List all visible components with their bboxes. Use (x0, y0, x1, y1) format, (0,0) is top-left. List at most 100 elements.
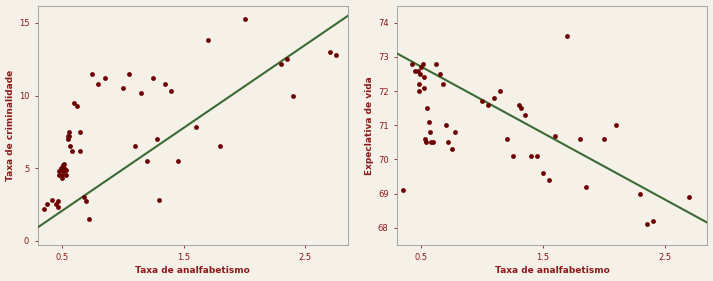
Point (421, 140, 432, 145)
Point (419, 137, 431, 141)
Point (641, 222, 652, 227)
Point (416, 65, 427, 69)
Point (62, 134, 73, 138)
X-axis label: Taxa de analfabetismo: Taxa de analfabetismo (135, 266, 250, 275)
Point (56, 173, 68, 178)
Point (53, 173, 65, 178)
Point (287, 93, 299, 98)
Point (476, 99, 488, 104)
Point (65, 144, 76, 149)
Point (580, 185, 591, 189)
Point (135, 90, 147, 95)
Point (418, 75, 429, 80)
Point (550, 133, 561, 138)
Point (53, 169, 65, 173)
Point (58, 162, 70, 166)
Point (424, 130, 436, 134)
Point (58, 163, 69, 167)
Point (442, 140, 453, 145)
Point (412, 68, 424, 73)
Point (413, 82, 424, 87)
Point (519, 113, 530, 117)
Point (635, 191, 646, 196)
Point (413, 89, 424, 93)
Point (543, 178, 555, 182)
Point (647, 219, 658, 223)
Point (513, 103, 525, 107)
Point (81, 199, 92, 204)
Point (421, 106, 433, 110)
Point (418, 85, 429, 90)
Point (598, 137, 610, 141)
Point (430, 62, 441, 66)
Point (684, 195, 695, 199)
Point (46, 198, 58, 202)
Point (417, 62, 429, 66)
Point (68, 101, 80, 105)
Point (515, 106, 527, 110)
Point (93, 82, 104, 86)
Point (66, 148, 77, 153)
Point (409, 68, 421, 73)
Point (574, 137, 585, 141)
Point (53, 205, 64, 209)
Point (74, 130, 86, 134)
Point (58, 169, 69, 173)
Point (282, 57, 293, 62)
Point (62, 137, 73, 141)
Point (151, 137, 163, 141)
Point (56, 176, 68, 180)
Point (190, 125, 202, 130)
Point (166, 89, 178, 93)
Point (87, 71, 98, 76)
Point (501, 137, 512, 141)
Point (60, 173, 71, 178)
Point (414, 72, 426, 76)
Point (495, 89, 506, 93)
Point (141, 158, 153, 163)
Y-axis label: Taxa de criminalidade: Taxa de criminalidade (6, 70, 14, 181)
Point (239, 16, 250, 21)
Point (397, 188, 409, 192)
Point (440, 123, 451, 128)
Point (148, 76, 159, 80)
Point (488, 96, 500, 100)
Point (38, 207, 49, 211)
Point (538, 171, 549, 175)
Point (428, 140, 439, 145)
Point (275, 61, 287, 66)
Point (123, 71, 135, 76)
Point (562, 34, 573, 38)
Point (129, 144, 140, 149)
Point (63, 130, 75, 134)
Point (330, 53, 342, 57)
Point (324, 50, 336, 54)
Point (426, 140, 437, 145)
Point (160, 82, 171, 86)
Point (450, 130, 461, 134)
Y-axis label: Expeclativa de vida: Expeclativa de vida (365, 76, 374, 175)
Point (438, 82, 449, 87)
Point (423, 120, 434, 124)
Point (202, 38, 214, 43)
Point (78, 195, 90, 199)
Point (74, 148, 86, 153)
Point (215, 144, 226, 149)
Point (525, 154, 537, 158)
Point (434, 72, 446, 76)
Point (53, 199, 64, 204)
Point (58, 166, 70, 170)
Point (610, 123, 622, 128)
Point (446, 147, 458, 151)
Point (507, 154, 518, 158)
Point (406, 62, 417, 66)
Point (41, 202, 53, 207)
Point (71, 103, 82, 108)
Point (153, 198, 165, 202)
X-axis label: Taxa de analfabetismo: Taxa de analfabetismo (495, 266, 610, 275)
Point (117, 86, 128, 90)
Point (55, 166, 66, 170)
Point (50, 202, 61, 207)
Point (63, 134, 75, 138)
Point (58, 169, 70, 173)
